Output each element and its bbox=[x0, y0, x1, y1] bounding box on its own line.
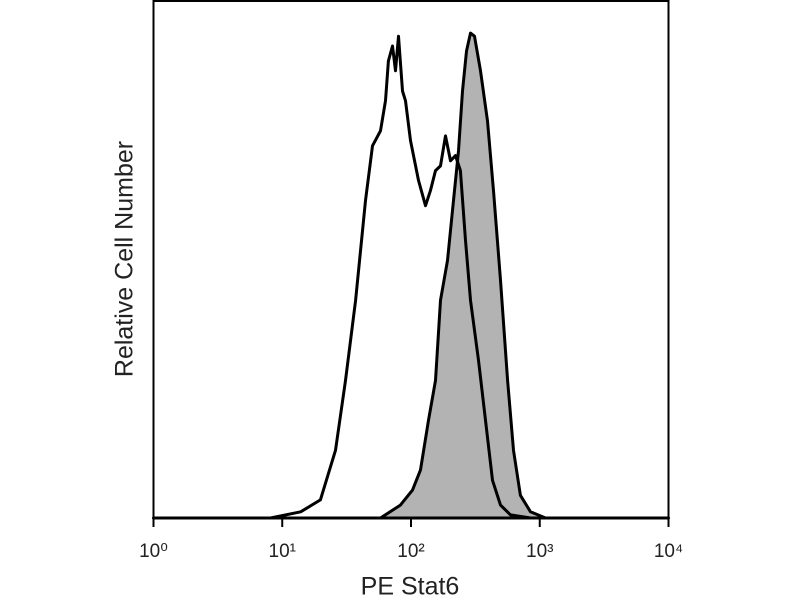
y-axis-label: Relative Cell Number bbox=[111, 141, 139, 377]
x-tick-label: 10² bbox=[397, 541, 424, 562]
x-axis-label: PE Stat6 bbox=[361, 573, 460, 600]
x-tick-label: 10⁰ bbox=[139, 541, 168, 562]
x-tick-label: 10⁴ bbox=[654, 541, 683, 562]
histogram-line bbox=[153, 34, 669, 520]
x-tick-label: 10¹ bbox=[269, 541, 296, 562]
plot-area bbox=[152, 31, 670, 520]
filled-histogram bbox=[152, 31, 670, 520]
x-tick-label: 10³ bbox=[526, 541, 553, 562]
